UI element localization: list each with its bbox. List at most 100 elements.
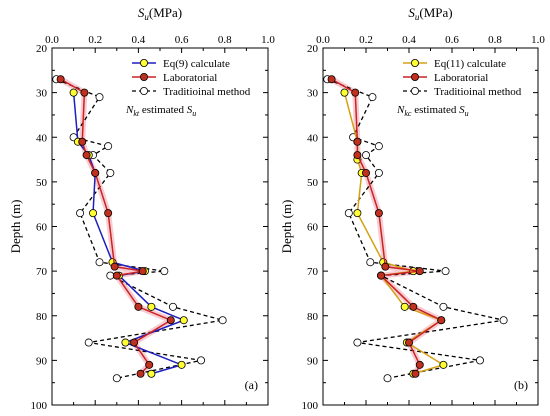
note-s-subscript: u xyxy=(192,109,196,118)
series-0-point xyxy=(400,302,409,311)
y-tick-label: 40 xyxy=(36,132,48,144)
legend-label-0: Eq(11) calculate xyxy=(434,58,506,70)
x-tick-label: 0.8 xyxy=(488,34,502,46)
note-n: N xyxy=(125,104,134,116)
x-axis-title-subscript: u xyxy=(415,12,420,22)
series-1-point xyxy=(351,88,360,97)
series-2-point xyxy=(95,93,104,102)
series-2-point xyxy=(353,338,362,347)
series-2-point xyxy=(95,258,104,267)
x-tick-label: 0.4 xyxy=(132,34,146,46)
y-tick-label: 30 xyxy=(307,88,319,100)
legend-label-2: Traditioinal method xyxy=(434,86,522,98)
y-tick-label: 20 xyxy=(36,43,48,55)
series-0-point xyxy=(69,88,78,97)
x-axis-title-subscript: u xyxy=(144,12,149,22)
x-axis-title: Su(MPa) xyxy=(138,5,182,22)
series-2-point xyxy=(106,168,115,177)
series-2-point xyxy=(374,168,383,177)
x-tick-label: 0.4 xyxy=(402,34,416,46)
x-tick-label: 0.6 xyxy=(445,34,459,46)
series-2-point xyxy=(366,258,375,267)
panel-label: (b) xyxy=(514,378,528,392)
series-0-point xyxy=(177,360,186,369)
series-2-point xyxy=(104,142,113,151)
series-1-point xyxy=(409,302,418,311)
x-tick-label: 1.0 xyxy=(261,34,275,46)
x-axis-title-unit: (MPa) xyxy=(419,5,452,20)
x-tick-label: 0.2 xyxy=(88,34,102,46)
series-2-point xyxy=(368,93,377,102)
series-1-point xyxy=(130,338,139,347)
series-1-point xyxy=(415,267,424,276)
series-1-point xyxy=(80,88,89,97)
series-1-point xyxy=(374,209,383,218)
y-tick-label: 90 xyxy=(307,355,319,367)
x-tick-label: 0.6 xyxy=(175,34,189,46)
y-tick-label: 40 xyxy=(307,132,319,144)
legend-label-2: Traditioinal method xyxy=(163,86,251,98)
series-0-point xyxy=(147,369,156,378)
series-1-point xyxy=(145,360,154,369)
legend-marker-0 xyxy=(410,59,419,68)
series-line-1 xyxy=(60,78,173,375)
chart-panel-b: 0.0 0.2 0.4 0.6 0.8 1.02030405060708090100Su(… xyxy=(279,5,545,412)
series-1-point xyxy=(56,75,65,84)
note-s-subscript: u xyxy=(465,109,469,118)
y-tick-label: 80 xyxy=(36,311,48,323)
y-tick-label: 100 xyxy=(302,400,319,412)
series-2-point xyxy=(361,151,370,160)
chart-panel-a: 0.0 0.2 0.4 0.6 0.8 1.02030405060708090100Su(… xyxy=(8,5,275,412)
x-tick-label: 0.0 xyxy=(316,34,330,46)
legend-marker-1 xyxy=(410,73,419,82)
series-1-point xyxy=(404,338,413,347)
series-2-point xyxy=(383,374,392,383)
series-1-point xyxy=(327,75,336,84)
y-tick-label: 70 xyxy=(36,266,48,278)
note-middle: estimated xyxy=(411,104,459,116)
series-0-point xyxy=(89,209,98,218)
laboratorial-error-band xyxy=(330,76,445,376)
panel-label: (a) xyxy=(245,378,258,392)
series-2-point xyxy=(160,267,169,276)
legend-marker-0 xyxy=(139,59,148,68)
series-1-point xyxy=(415,360,424,369)
series-2-point xyxy=(475,356,484,365)
y-tick-label: 30 xyxy=(36,88,48,100)
series-1-point xyxy=(361,168,370,177)
legend-marker-1 xyxy=(139,73,148,82)
x-tick-label: 0.0 xyxy=(45,34,59,46)
series-1-point xyxy=(82,151,91,160)
series-2-point xyxy=(168,302,177,311)
x-axis-title-unit: (MPa) xyxy=(149,5,182,20)
series-1-point xyxy=(353,137,362,146)
y-tick-label: 90 xyxy=(36,355,48,367)
y-tick-label: 80 xyxy=(307,311,319,323)
series-line-0 xyxy=(72,92,186,375)
x-axis-title-symbol: S xyxy=(138,5,145,20)
x-tick-label: 0.8 xyxy=(218,34,232,46)
x-axis-title-symbol: S xyxy=(408,5,415,20)
x-tick-label: 0.2 xyxy=(359,34,373,46)
series-2-point xyxy=(499,316,508,325)
series-0-point xyxy=(147,302,156,311)
note-n-subscript: kt xyxy=(133,109,140,118)
series-1-point xyxy=(353,151,362,160)
series-1-point xyxy=(112,271,121,280)
legend-label-1: Laboratorial xyxy=(163,72,217,84)
y-tick-label: 60 xyxy=(307,222,319,234)
series-2-point xyxy=(344,209,353,218)
series-0-point xyxy=(439,360,448,369)
y-tick-label: 60 xyxy=(36,222,48,234)
y-axis-title: Depth (m) xyxy=(279,200,294,254)
series-2-point xyxy=(84,338,93,347)
series-0-point xyxy=(121,338,130,347)
note-s: S xyxy=(459,104,465,116)
series-1-point xyxy=(437,316,446,325)
legend-marker-2 xyxy=(410,87,419,96)
y-tick-label: 70 xyxy=(307,266,319,278)
series-0-point xyxy=(353,209,362,218)
series-2-point xyxy=(218,316,227,325)
x-axis-title: Su(MPa) xyxy=(408,5,452,22)
